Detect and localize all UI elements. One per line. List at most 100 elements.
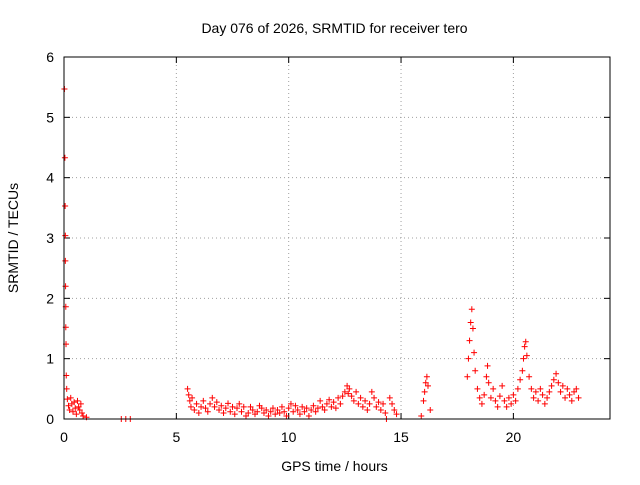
data-point bbox=[359, 403, 366, 410]
data-point bbox=[305, 412, 312, 419]
data-point bbox=[539, 391, 546, 398]
data-point bbox=[368, 388, 375, 395]
data-point bbox=[200, 397, 207, 404]
data-point bbox=[62, 203, 69, 210]
y-tick-label: 0 bbox=[46, 411, 54, 427]
data-point bbox=[326, 396, 333, 403]
data-point bbox=[260, 409, 267, 416]
data-point bbox=[220, 409, 227, 416]
data-point bbox=[78, 409, 85, 416]
data-point bbox=[519, 367, 526, 374]
data-point bbox=[499, 382, 506, 389]
data-point bbox=[236, 400, 243, 407]
data-point bbox=[380, 400, 387, 407]
data-point bbox=[512, 397, 519, 404]
data-point bbox=[278, 403, 285, 410]
data-point bbox=[494, 403, 501, 410]
data-point bbox=[290, 408, 297, 415]
data-point bbox=[526, 373, 533, 380]
data-point bbox=[468, 306, 475, 313]
data-point bbox=[544, 394, 551, 401]
data-point bbox=[67, 394, 74, 401]
data-point bbox=[319, 403, 326, 410]
data-point bbox=[185, 391, 192, 398]
data-point bbox=[421, 388, 428, 395]
data-point bbox=[77, 400, 84, 407]
data-point bbox=[274, 406, 281, 413]
axis-tick-labels: 0 5 10 15 20 0 1 2 3 4 5 6 bbox=[46, 49, 521, 445]
data-point bbox=[559, 382, 566, 389]
data-point bbox=[332, 405, 339, 412]
data-point bbox=[471, 349, 478, 356]
data-point bbox=[537, 385, 544, 392]
data-point bbox=[492, 397, 499, 404]
data-point bbox=[514, 385, 521, 392]
data-point bbox=[283, 412, 290, 419]
data-point bbox=[546, 388, 553, 395]
data-point bbox=[530, 394, 537, 401]
data-point bbox=[469, 325, 476, 332]
data-point bbox=[74, 397, 81, 404]
data-point bbox=[508, 400, 515, 407]
data-point bbox=[474, 385, 481, 392]
data-point bbox=[225, 400, 232, 407]
x-tick-label: 20 bbox=[506, 429, 522, 445]
data-point bbox=[362, 397, 369, 404]
data-point bbox=[328, 403, 335, 410]
data-point bbox=[62, 232, 69, 239]
data-point bbox=[187, 403, 194, 410]
y-tick-label: 6 bbox=[46, 49, 54, 65]
data-point bbox=[523, 352, 530, 359]
data-point bbox=[562, 394, 569, 401]
data-point bbox=[62, 283, 69, 290]
data-point bbox=[238, 408, 245, 415]
data-point bbox=[249, 406, 256, 413]
data-point bbox=[478, 400, 485, 407]
data-point bbox=[312, 408, 319, 415]
data-point bbox=[464, 373, 471, 380]
data-point bbox=[425, 382, 431, 389]
data-point bbox=[348, 393, 355, 400]
data-point bbox=[490, 385, 497, 392]
data-point bbox=[485, 379, 492, 386]
y-tick-label: 1 bbox=[46, 351, 54, 367]
data-point bbox=[287, 400, 294, 407]
data-point bbox=[296, 411, 303, 418]
data-point bbox=[272, 411, 279, 418]
data-point bbox=[501, 397, 508, 404]
data-point bbox=[466, 337, 473, 344]
data-point bbox=[496, 393, 503, 400]
data-point bbox=[366, 400, 373, 407]
data-point bbox=[66, 406, 73, 413]
data-point bbox=[339, 393, 346, 400]
data-point bbox=[373, 403, 380, 410]
data-point bbox=[427, 406, 434, 413]
data-point bbox=[382, 409, 389, 416]
data-point bbox=[64, 396, 71, 403]
data-point bbox=[267, 408, 274, 415]
data-point bbox=[484, 362, 491, 369]
data-point bbox=[218, 402, 225, 409]
data-point bbox=[420, 397, 427, 404]
data-point bbox=[207, 400, 214, 407]
data-point bbox=[423, 373, 430, 380]
data-point bbox=[216, 406, 223, 413]
data-point bbox=[393, 411, 400, 418]
data-point bbox=[61, 154, 68, 161]
y-tick-label: 5 bbox=[46, 109, 54, 125]
data-point bbox=[65, 402, 72, 409]
data-point bbox=[191, 406, 198, 413]
data-point bbox=[555, 379, 562, 386]
data-point bbox=[346, 385, 353, 392]
data-point bbox=[243, 412, 249, 419]
data-point bbox=[541, 400, 548, 407]
data-point bbox=[575, 394, 582, 401]
x-axis-label: GPS time / hours bbox=[281, 458, 388, 474]
x-tick-label: 5 bbox=[172, 429, 180, 445]
data-point bbox=[247, 403, 254, 410]
data-point bbox=[510, 391, 517, 398]
data-point bbox=[76, 406, 83, 413]
data-point bbox=[234, 405, 241, 412]
data-point bbox=[364, 406, 371, 413]
